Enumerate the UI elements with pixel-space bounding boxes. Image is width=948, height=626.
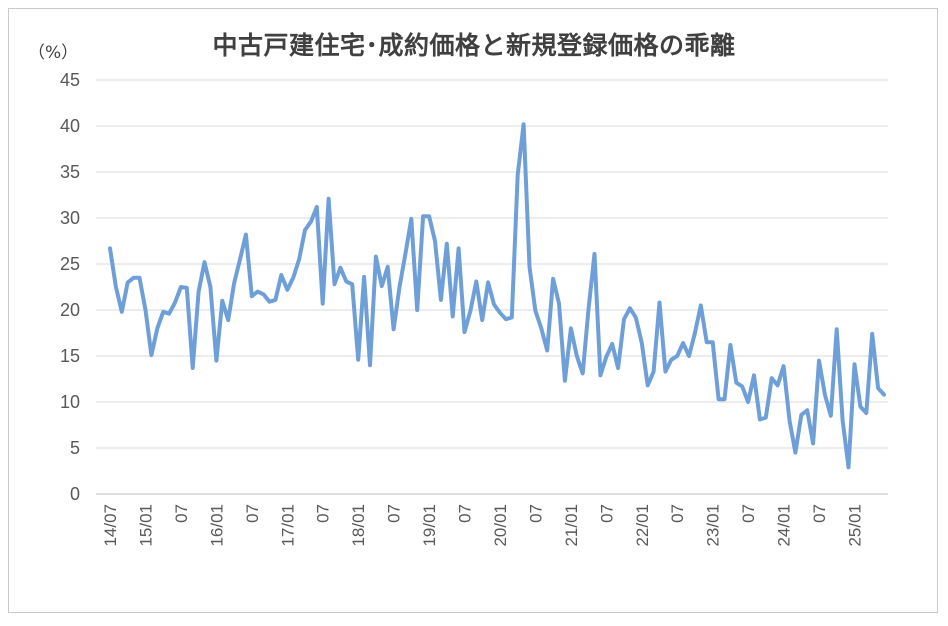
y-tick-label: 35 — [60, 162, 80, 182]
chart-title: 中古戸建住宅･成約価格と新規登録価格の乖離 — [212, 31, 736, 60]
y-axis-unit-label: （%） — [28, 43, 79, 63]
x-tick-label: 15/01 — [136, 504, 155, 547]
y-tick-label: 45 — [60, 70, 80, 90]
x-tick-label: 07 — [456, 504, 475, 523]
y-tick-label: 20 — [60, 300, 80, 320]
x-tick-label: 07 — [385, 504, 404, 523]
x-tick-label: 07 — [810, 504, 829, 523]
x-tick-label: 17/01 — [278, 504, 297, 547]
x-tick-label: 21/01 — [562, 504, 581, 547]
y-tick-label: 40 — [60, 116, 80, 136]
x-tick-label: 07 — [739, 504, 758, 523]
x-tick-label: 07 — [597, 504, 616, 523]
x-tick-label: 07 — [668, 504, 687, 523]
x-tick-label: 19/01 — [420, 504, 439, 547]
series-group — [108, 122, 886, 470]
x-tick-label: 23/01 — [704, 504, 723, 547]
x-tick-label: 07 — [172, 504, 191, 523]
y-tick-label: 5 — [70, 438, 80, 458]
y-axis-ticks: 0 5 10 15 20 25 30 35 40 45 — [60, 70, 80, 504]
y-tick-label: 30 — [60, 208, 80, 228]
x-tick-label: 07 — [314, 504, 333, 523]
x-tick-label: 16/01 — [207, 504, 226, 547]
x-tick-label: 25/01 — [845, 504, 864, 547]
series-line — [108, 122, 886, 470]
x-tick-label: 22/01 — [633, 504, 652, 547]
y-tick-label: 0 — [70, 484, 80, 504]
x-tick-label: 24/01 — [775, 504, 794, 547]
x-tick-label: 18/01 — [349, 504, 368, 547]
y-tick-label: 15 — [60, 346, 80, 366]
y-tick-label: 10 — [60, 392, 80, 412]
x-tick-label: 07 — [526, 504, 545, 523]
x-tick-label: 14/07 — [101, 504, 120, 547]
y-tick-label: 25 — [60, 254, 80, 274]
x-tick-label: 20/01 — [491, 504, 510, 547]
x-axis-ticks: 14/07 15/01 07 16/01 07 17/01 07 18/01 07 19/01 07… — [101, 504, 864, 547]
gridlines — [96, 79, 888, 449]
x-tick-label: 07 — [243, 504, 262, 523]
